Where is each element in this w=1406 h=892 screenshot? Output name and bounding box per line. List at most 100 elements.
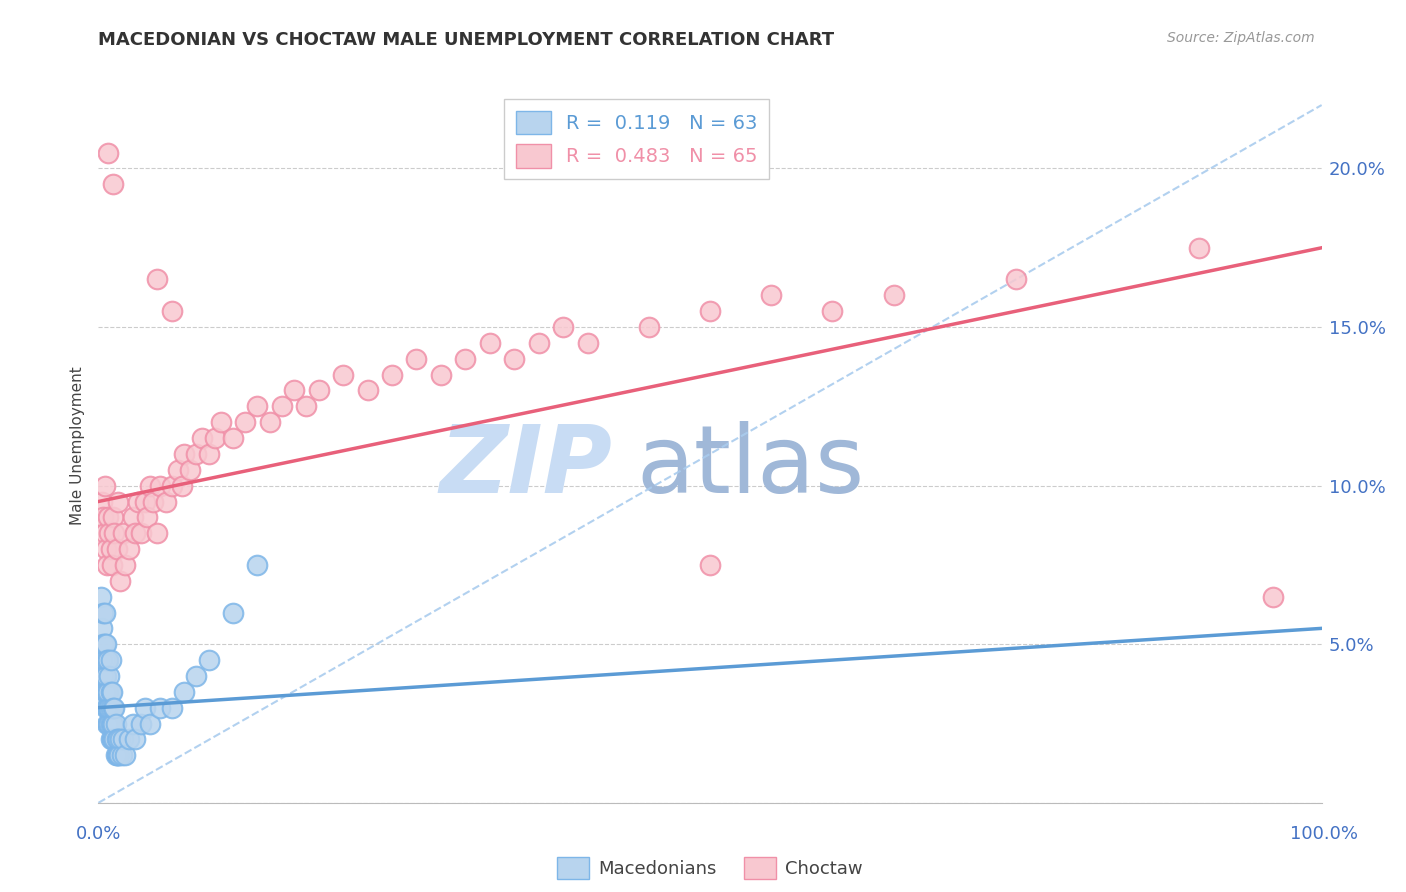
Point <box>114 748 136 763</box>
Point <box>96 558 118 572</box>
Point <box>93 606 115 620</box>
Point <box>246 400 269 414</box>
Point <box>124 526 146 541</box>
Point <box>100 542 122 557</box>
Point <box>104 748 127 763</box>
Point <box>107 494 129 508</box>
Point <box>761 288 783 302</box>
Point <box>107 732 129 747</box>
Point <box>97 653 120 667</box>
Point <box>503 351 526 366</box>
Point <box>93 526 115 541</box>
Point <box>1004 272 1026 286</box>
Point <box>246 558 269 572</box>
Point <box>94 669 117 683</box>
Point <box>114 558 136 572</box>
Point <box>97 700 120 714</box>
Point <box>93 653 115 667</box>
Point <box>430 368 453 382</box>
Point <box>96 653 118 667</box>
Point <box>160 304 183 318</box>
Point <box>149 700 172 714</box>
Point <box>197 653 219 667</box>
Point <box>100 653 122 667</box>
Point <box>576 335 599 350</box>
Point <box>93 669 115 683</box>
Point <box>96 716 118 731</box>
Point <box>111 732 134 747</box>
Point <box>553 320 575 334</box>
Point <box>381 368 404 382</box>
Point <box>139 716 162 731</box>
Point <box>121 510 143 524</box>
Point <box>100 685 122 699</box>
Point <box>186 669 208 683</box>
Point <box>100 716 122 731</box>
Point <box>173 685 195 699</box>
Point <box>118 732 141 747</box>
Point <box>110 574 132 588</box>
Point <box>160 478 183 492</box>
Point <box>167 463 190 477</box>
Point <box>270 400 294 414</box>
Point <box>1261 590 1284 604</box>
Point <box>699 558 721 572</box>
Point <box>129 526 152 541</box>
Point <box>308 384 330 398</box>
Point <box>191 431 214 445</box>
Point <box>454 351 477 366</box>
Point <box>90 590 112 604</box>
Text: atlas: atlas <box>637 421 865 514</box>
Point <box>94 685 117 699</box>
Point <box>101 716 124 731</box>
Legend: Macedonians, Choctaw: Macedonians, Choctaw <box>550 850 870 887</box>
Point <box>155 494 177 508</box>
Point <box>98 716 121 731</box>
Point <box>105 748 128 763</box>
Point <box>101 716 124 731</box>
Point <box>104 716 127 731</box>
Point <box>170 478 193 492</box>
Point <box>283 384 305 398</box>
Point <box>100 700 122 714</box>
Point <box>91 494 114 508</box>
Point <box>134 700 156 714</box>
Point <box>93 685 115 699</box>
Point <box>98 526 121 541</box>
Point <box>149 478 172 492</box>
Point <box>883 288 905 302</box>
Point <box>101 700 124 714</box>
Point <box>134 494 156 508</box>
Point <box>121 716 143 731</box>
Text: ZIP: ZIP <box>439 421 612 514</box>
Point <box>101 685 124 699</box>
Point <box>98 669 121 683</box>
Point <box>105 542 128 557</box>
Point <box>127 494 149 508</box>
Point <box>101 732 124 747</box>
Point <box>179 463 201 477</box>
Point <box>356 384 378 398</box>
Point <box>103 732 125 747</box>
Point <box>146 526 169 541</box>
Point <box>222 431 245 445</box>
Point <box>91 669 114 683</box>
Point <box>100 732 122 747</box>
Point <box>295 400 318 414</box>
Point <box>101 732 124 747</box>
Point <box>91 637 114 651</box>
Point <box>209 415 232 429</box>
Point <box>91 621 114 635</box>
Point <box>204 431 226 445</box>
Point <box>111 526 134 541</box>
Point <box>259 415 281 429</box>
Text: MACEDONIAN VS CHOCTAW MALE UNEMPLOYMENT CORRELATION CHART: MACEDONIAN VS CHOCTAW MALE UNEMPLOYMENT … <box>98 31 835 49</box>
Point <box>478 335 501 350</box>
Point <box>91 653 114 667</box>
Point <box>97 145 120 160</box>
Point <box>91 606 114 620</box>
Point <box>103 700 125 714</box>
Point <box>405 351 427 366</box>
Point <box>97 685 120 699</box>
Point <box>91 510 114 524</box>
